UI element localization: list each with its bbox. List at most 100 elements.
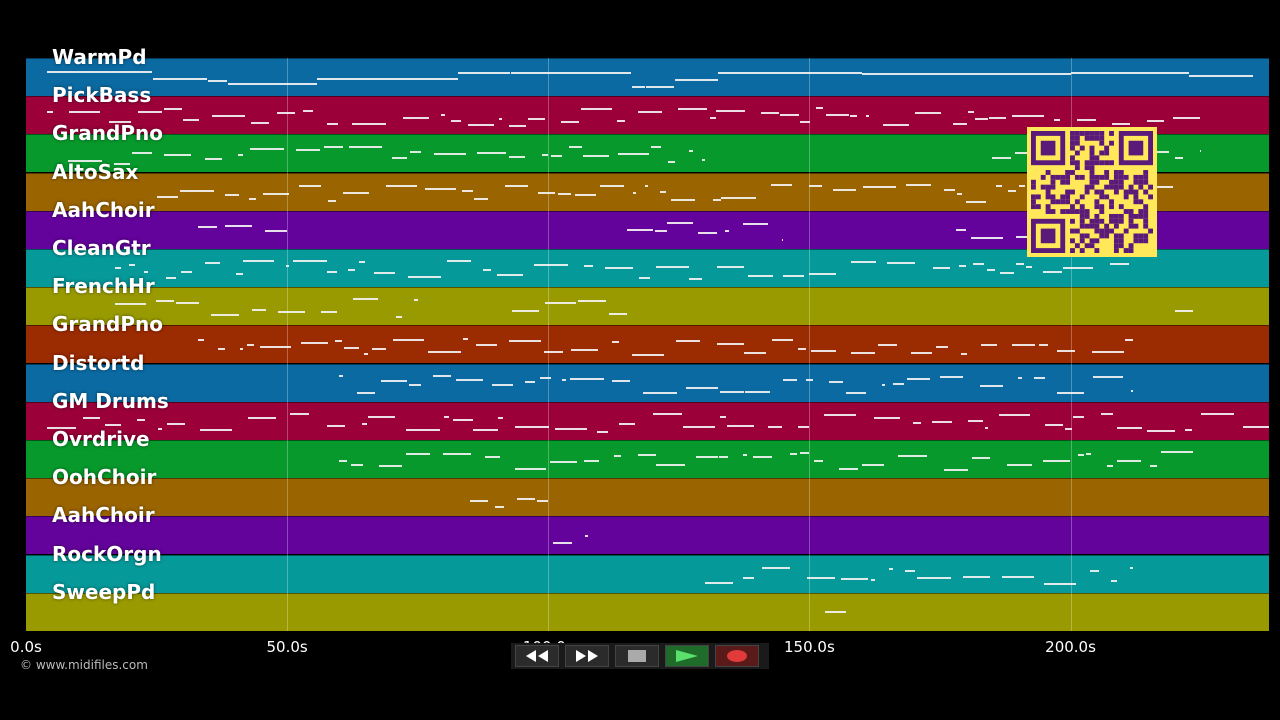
note: [862, 186, 896, 189]
fast-forward-icon: [576, 650, 598, 662]
note: [1147, 119, 1164, 122]
note: [406, 429, 440, 432]
note: [870, 578, 875, 581]
note: [164, 154, 191, 157]
note: [247, 416, 277, 419]
note: [1057, 391, 1084, 394]
note: [674, 78, 718, 81]
note: [1100, 412, 1114, 415]
track-label: GrandPno: [52, 312, 163, 337]
note: [205, 158, 223, 161]
note: [1073, 415, 1084, 418]
stop-button[interactable]: [615, 645, 659, 667]
note: [638, 111, 662, 114]
note: [980, 385, 1004, 388]
note: [811, 349, 837, 352]
grid-line: [287, 58, 289, 631]
note: [1146, 430, 1175, 433]
note: [247, 344, 254, 347]
note: [386, 185, 417, 188]
note: [156, 300, 175, 303]
note: [544, 350, 564, 353]
note: [963, 575, 990, 578]
note: [211, 115, 245, 118]
track-lane: [26, 401, 1269, 440]
note: [906, 183, 931, 186]
note: [659, 191, 666, 194]
note: [527, 117, 546, 120]
note: [334, 339, 342, 342]
note: [1065, 427, 1072, 430]
note: [240, 347, 244, 350]
track-lane: [26, 478, 1269, 517]
note: [790, 453, 797, 456]
track-lane: [26, 440, 1269, 478]
note: [1189, 75, 1254, 78]
note: [570, 348, 598, 351]
track-label: GM Drums: [52, 388, 169, 413]
time-tick-label: 150.0s: [784, 638, 835, 656]
note: [570, 377, 604, 380]
note: [725, 229, 729, 232]
note: [612, 341, 619, 344]
note: [198, 225, 218, 228]
note: [1174, 310, 1193, 313]
note: [721, 197, 756, 200]
note: [113, 162, 131, 165]
note: [626, 228, 654, 231]
note: [511, 310, 540, 313]
note: [1071, 71, 1189, 74]
note: [608, 312, 627, 315]
note: [905, 570, 916, 573]
note: [1155, 185, 1174, 188]
play-button[interactable]: [665, 645, 709, 667]
note: [496, 273, 524, 276]
grid-line: [1070, 58, 1072, 631]
note: [742, 453, 747, 456]
note: [584, 534, 589, 537]
note: [509, 125, 527, 128]
note: [499, 117, 503, 120]
note: [544, 302, 577, 304]
track-lane: [26, 554, 1269, 593]
note: [1018, 185, 1026, 188]
note: [944, 468, 968, 471]
note: [654, 229, 667, 232]
note: [475, 344, 498, 347]
note: [911, 351, 933, 354]
note: [238, 153, 244, 156]
fast-forward-button[interactable]: [565, 645, 609, 667]
note: [249, 148, 285, 151]
note: [698, 231, 718, 234]
note: [427, 351, 462, 354]
note: [971, 237, 1003, 240]
note: [677, 107, 707, 110]
note: [235, 273, 243, 276]
note: [1160, 451, 1193, 454]
note: [917, 576, 952, 579]
rewind-button[interactable]: [515, 645, 559, 667]
note: [108, 120, 131, 123]
note: [828, 380, 843, 383]
note: [343, 347, 360, 350]
note: [537, 500, 549, 503]
note: [323, 145, 344, 148]
note: [1175, 156, 1184, 159]
note: [424, 188, 456, 191]
note: [652, 413, 683, 416]
note: [915, 112, 941, 114]
note: [604, 266, 633, 269]
note: [1089, 570, 1099, 573]
note: [550, 154, 562, 157]
note: [248, 198, 256, 201]
note: [378, 464, 402, 467]
note: [371, 348, 387, 351]
note: [302, 109, 314, 112]
note: [806, 577, 835, 580]
record-button[interactable]: [715, 645, 759, 667]
note: [799, 121, 811, 124]
note: [956, 192, 962, 195]
note: [850, 351, 876, 354]
note: [972, 456, 990, 459]
note: [1085, 453, 1091, 456]
